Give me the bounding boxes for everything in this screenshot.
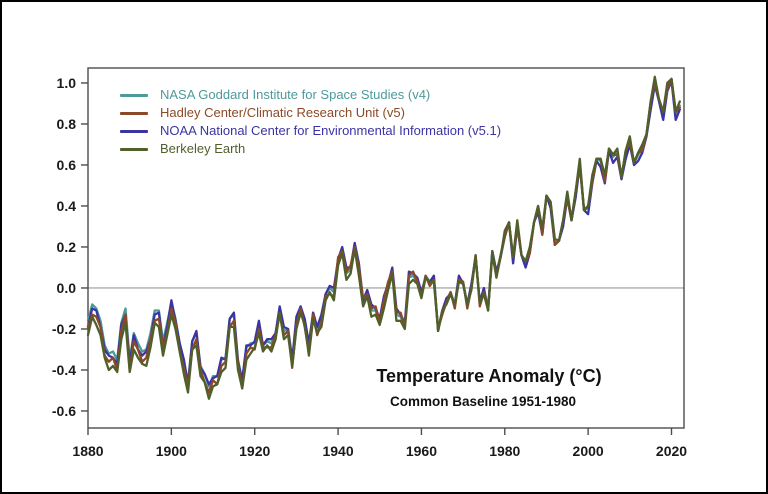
- x-tick-label: 1900: [156, 443, 187, 459]
- y-tick-label: -0.2: [52, 321, 76, 337]
- legend-item-noaa-ncei: NOAA National Center for Environmental I…: [120, 122, 501, 140]
- y-tick-label: -0.4: [52, 362, 76, 378]
- series-line-berkeley-earth: [86, 75, 681, 400]
- legend-label-berkeley-earth: Berkeley Earth: [160, 141, 246, 156]
- x-tick-label: 1940: [322, 443, 353, 459]
- legend-item-berkeley-earth: Berkeley Earth: [120, 140, 501, 158]
- x-tick-label: 1980: [489, 443, 520, 459]
- legend-item-hadley-cru: Hadley Center/Climatic Research Unit (v5…: [120, 104, 501, 122]
- y-tick-label: -0.6: [52, 403, 76, 419]
- y-tick-label: 0.0: [57, 280, 77, 296]
- x-tick-label: 1920: [239, 443, 270, 459]
- chart-subtitle: Common Baseline 1951-1980: [389, 394, 577, 409]
- x-tick-label: 1880: [72, 443, 103, 459]
- x-tick-label: 1960: [406, 443, 437, 459]
- y-tick-label: 0.2: [57, 239, 77, 255]
- legend-item-nasa-giss: NASA Goddard Institute for Space Studies…: [120, 86, 501, 104]
- plot-box: [87, 67, 685, 429]
- x-tick-label: 2020: [656, 443, 687, 459]
- y-tick-label: 0.4: [57, 198, 77, 214]
- noaa-ncei-line-swatch: [120, 129, 148, 133]
- berkeley-earth-line-swatch: [120, 147, 148, 151]
- y-tick-label: 0.8: [57, 116, 77, 132]
- chart-legend: NASA Goddard Institute for Space Studies…: [120, 86, 501, 158]
- legend-label-noaa-ncei: NOAA National Center for Environmental I…: [160, 123, 502, 138]
- nasa-giss-line-swatch: [120, 93, 148, 97]
- y-tick-label: 1.0: [57, 75, 77, 91]
- hadley-cru-line-swatch: [120, 111, 148, 115]
- y-tick-label: 0.6: [57, 157, 77, 173]
- x-tick-label: 2000: [573, 443, 604, 459]
- legend-label-nasa-giss: NASA Goddard Institute for Space Studies…: [160, 87, 431, 102]
- legend-label-hadley-cru: Hadley Center/Climatic Research Unit (v5…: [160, 105, 405, 120]
- chart-title: Temperature Anomaly (°C): [376, 366, 602, 386]
